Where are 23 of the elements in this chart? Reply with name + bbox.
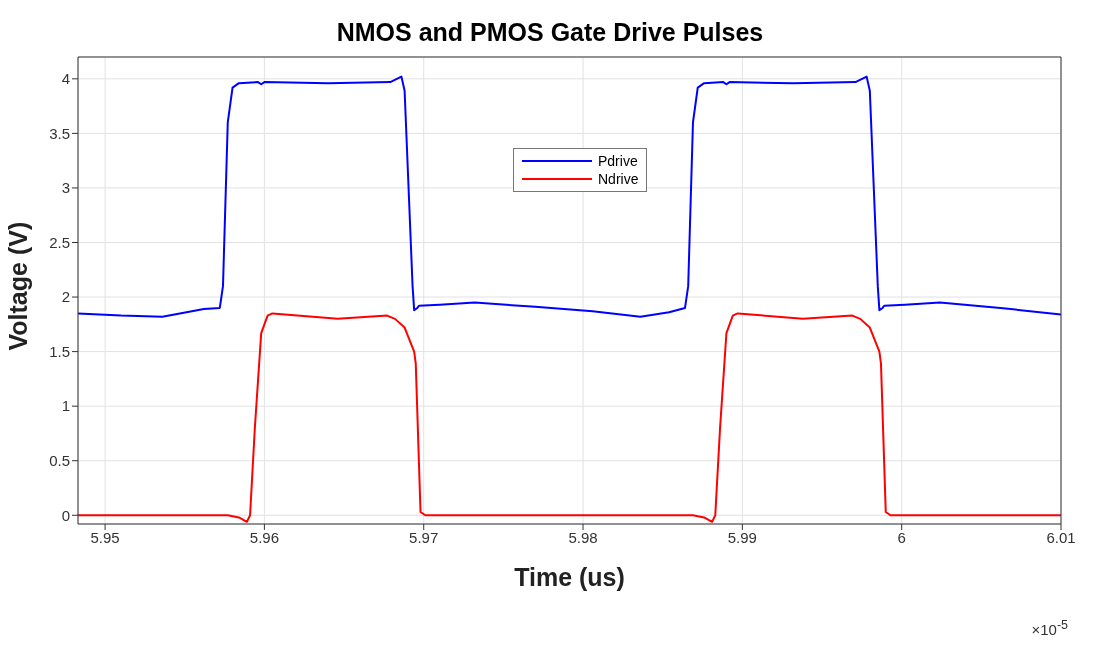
- y-tick-label: 2: [61, 288, 70, 306]
- legend-label: Ndrive: [598, 170, 639, 188]
- x-tick-label: 5.98: [568, 528, 598, 546]
- x-tick-label: 5.99: [727, 528, 757, 546]
- x-tick-label: 5.95: [90, 528, 120, 546]
- text: ×10$^{-5}$: [1031, 618, 1068, 638]
- y-tick-label: 1.5: [49, 342, 70, 360]
- y-tick-label: 0: [61, 506, 70, 524]
- y-tick-label: 2.5: [49, 233, 70, 251]
- y-axis-title: Voltage (V): [3, 221, 32, 351]
- line-series: [78, 75, 1061, 318]
- y-tick-label: 0.5: [49, 452, 70, 470]
- y-tick-label: 1: [61, 397, 70, 415]
- y-tick-label: 3.5: [49, 124, 70, 142]
- legend-label: Pdrive: [598, 152, 638, 170]
- x-tick-label: 6: [897, 528, 906, 546]
- y-tick-label: 3: [61, 179, 70, 197]
- x-axis-title: Time (us): [514, 563, 625, 591]
- x-tick-label: 5.96: [249, 528, 280, 546]
- x-tick-label: 5.97: [409, 528, 439, 546]
- chart-title: NMOS and PMOS Gate Drive Pulses: [335, 18, 765, 47]
- x-tick-label: 6.01: [1046, 528, 1076, 546]
- y-tick-label: 4: [61, 70, 70, 88]
